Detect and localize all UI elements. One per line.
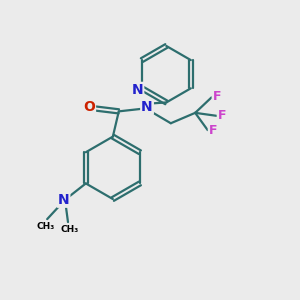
Text: F: F [209,124,217,137]
Text: N: N [58,193,69,207]
Text: CH₃: CH₃ [37,222,55,231]
Text: N: N [141,100,153,114]
Text: N: N [132,83,143,97]
Text: F: F [213,90,221,103]
Text: O: O [83,100,95,114]
Text: F: F [218,109,226,122]
Text: CH₃: CH₃ [60,225,79,234]
